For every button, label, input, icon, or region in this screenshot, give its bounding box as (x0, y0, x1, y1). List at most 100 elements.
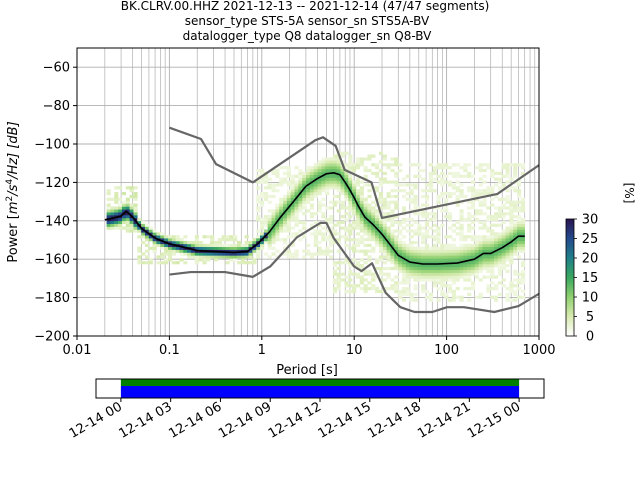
heatmap-cell (225, 255, 230, 259)
heatmap-cell (378, 238, 384, 242)
heatmap-cell (290, 183, 295, 187)
heatmap-cell (490, 252, 495, 256)
heatmap-cell (478, 252, 483, 256)
heatmap-cell (371, 235, 376, 239)
heatmap-cell (405, 261, 410, 265)
heatmap-cell (382, 157, 387, 161)
heatmap-cell (260, 180, 265, 184)
heatmap-cell (467, 298, 472, 302)
heatmap-cell (164, 249, 169, 253)
heatmap-cell (490, 223, 495, 227)
heatmap-cell (375, 220, 380, 224)
heatmap-cell (363, 157, 368, 161)
heatmap-cell (229, 255, 234, 259)
heatmap-cell (505, 194, 510, 199)
heatmap-cell (210, 240, 215, 245)
heatmap-cell (171, 246, 176, 250)
heatmap-cell (463, 266, 468, 271)
heatmap-cell (447, 249, 453, 253)
heatmap-cell (501, 197, 506, 201)
heatmap-cell (267, 220, 272, 224)
heatmap-cell (221, 235, 226, 239)
heatmap-cell (513, 171, 518, 176)
heatmap-cell (394, 243, 399, 248)
heatmap-cell (509, 261, 514, 265)
heatmap-cell (517, 243, 522, 248)
heatmap-cell (378, 180, 384, 184)
heatmap-cell (478, 240, 483, 245)
heatmap-cell (344, 186, 349, 190)
heatmap-cell (513, 168, 518, 173)
heatmap-cell (421, 269, 426, 273)
heatmap-cell (344, 174, 349, 178)
heatmap-cell (401, 287, 407, 291)
heatmap-cell (428, 255, 433, 259)
heatmap-cell (256, 215, 261, 219)
heatmap-cell (436, 249, 441, 253)
heatmap-cell (298, 220, 303, 224)
heatmap-cell (490, 203, 495, 207)
heatmap-cell (520, 264, 525, 268)
heatmap-cell (160, 240, 165, 245)
heatmap-cell (283, 238, 288, 242)
heatmap-cell (260, 200, 265, 204)
heatmap-cell (428, 186, 433, 190)
heatmap-cell (386, 266, 391, 271)
heatmap-cell (267, 209, 272, 213)
heatmap-cell (340, 166, 345, 170)
heatmap-cell (263, 223, 268, 227)
colorbar-gradient (565, 218, 575, 337)
heatmap-cell (275, 171, 280, 176)
heatmap-cell (513, 209, 518, 213)
heatmap-cell (520, 203, 525, 207)
heatmap-cell (497, 171, 502, 176)
heatmap-cell (229, 238, 234, 242)
heatmap-cell (436, 275, 441, 279)
heatmap-cell (256, 238, 261, 242)
heatmap-cell (352, 186, 357, 190)
heatmap-cell (513, 229, 518, 233)
heatmap-cell (313, 212, 318, 216)
heatmap-cell (248, 243, 253, 248)
heatmap-cell (501, 255, 506, 259)
heatmap-cell (413, 240, 418, 245)
heatmap-cell (290, 243, 295, 248)
heatmap-cell (478, 226, 483, 230)
heatmap-cell (240, 261, 245, 265)
heatmap-cell (332, 232, 338, 236)
heatmap-cell (290, 226, 295, 230)
heatmap-cell (444, 200, 449, 204)
heatmap-cell (317, 206, 322, 210)
heatmap-cell (494, 183, 499, 187)
heatmap-cell (517, 220, 522, 224)
heatmap-cell (375, 223, 380, 227)
heatmap-cell (474, 246, 479, 250)
heatmap-cell (455, 194, 460, 199)
heatmap-cell (332, 194, 338, 199)
heatmap-cell (141, 223, 146, 227)
heatmap-cell (428, 183, 433, 187)
heatmap-cell (444, 192, 449, 196)
heatmap-cell (486, 229, 491, 233)
heatmap-cell (152, 240, 157, 245)
heatmap-cell (470, 266, 476, 271)
heatmap-cell (363, 220, 368, 224)
y-axis-label: Power [m2/s4/Hz] [dB] (5, 121, 21, 262)
heatmap-cell (486, 289, 491, 294)
heatmap-cell (505, 163, 510, 167)
heatmap-cell (375, 243, 380, 248)
heatmap-cell (394, 215, 399, 219)
heatmap-cell (309, 171, 315, 176)
heatmap-cell (394, 287, 399, 291)
heatmap-cell (424, 212, 430, 216)
heatmap-cell (401, 298, 407, 302)
heatmap-cell (144, 235, 150, 239)
heatmap-cell (348, 269, 353, 273)
heatmap-cell (386, 272, 391, 276)
heatmap-cell (428, 226, 433, 230)
heatmap-cell (509, 206, 514, 210)
heatmap-cell (470, 180, 476, 184)
heatmap-cell (490, 232, 495, 236)
heatmap-cell (359, 266, 364, 271)
heatmap-cell (148, 232, 153, 236)
